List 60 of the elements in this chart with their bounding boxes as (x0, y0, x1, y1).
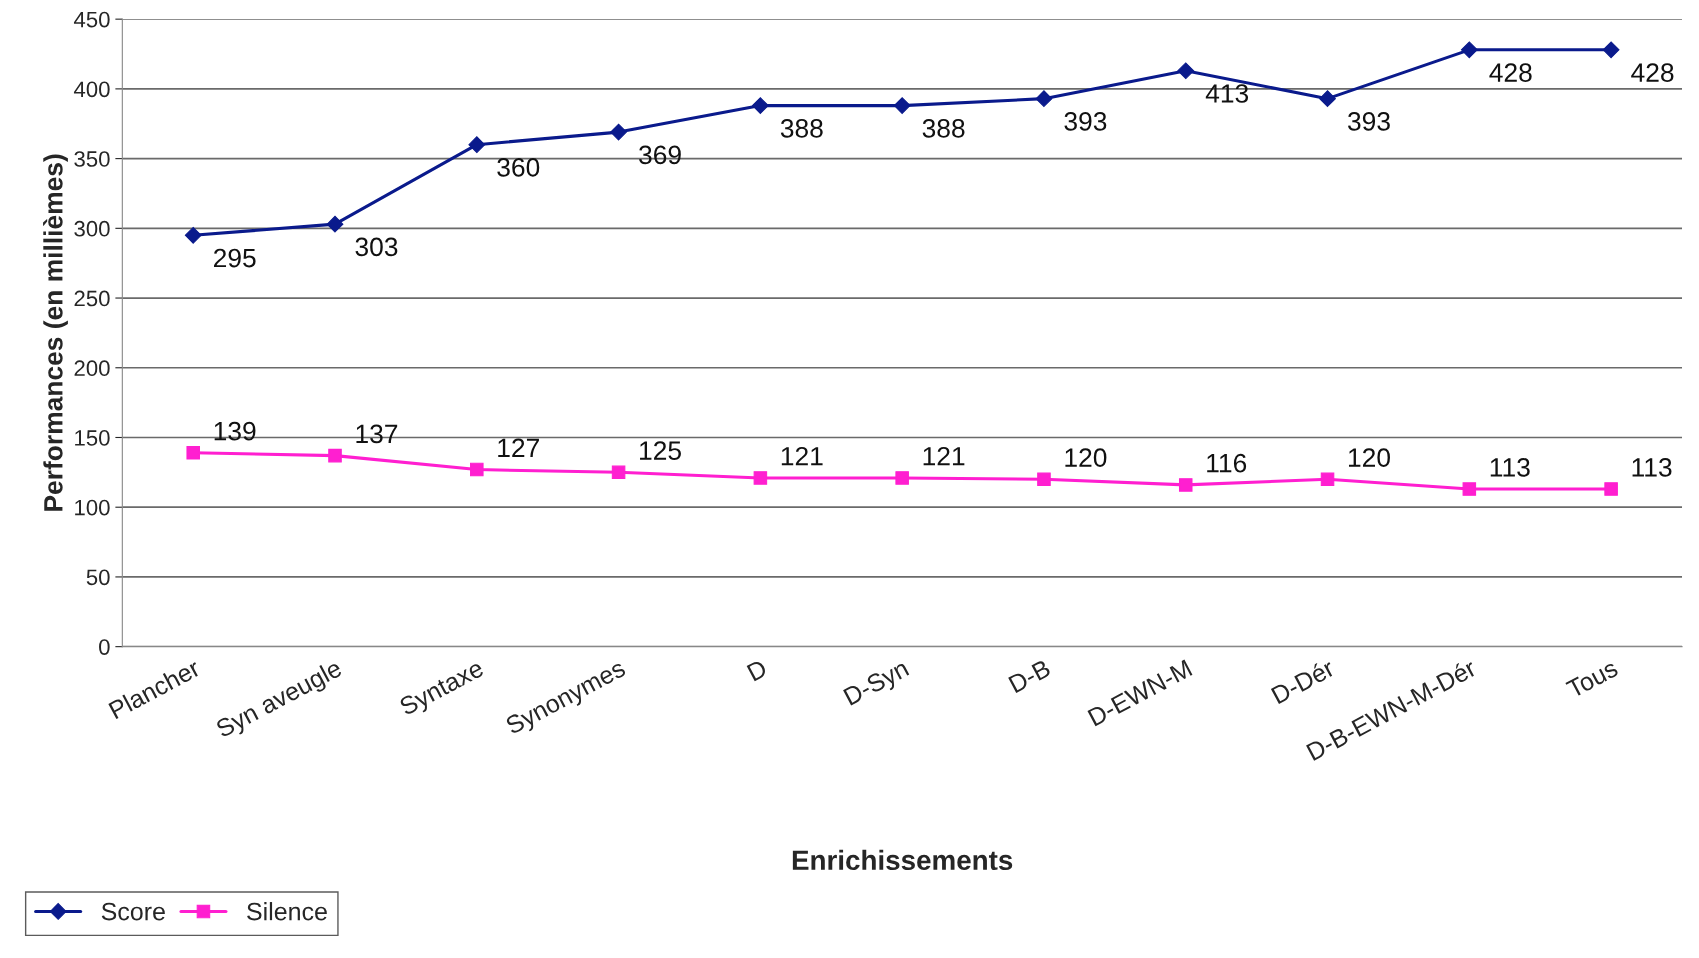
data-label: 393 (1064, 112, 1107, 131)
data-label: 120 (1065, 448, 1107, 467)
point (895, 471, 909, 485)
point (1320, 472, 1335, 487)
data-label: 127 (498, 438, 539, 457)
y-tick-label: 250 (74, 290, 110, 307)
point (1460, 41, 1478, 59)
y-axis-title: Performances (en millièmes) (43, 154, 68, 511)
point (1178, 478, 1193, 492)
data-label: 428 (1631, 63, 1674, 82)
y-tick-label: 350 (74, 151, 110, 167)
legend-label: Score (101, 902, 165, 921)
y-tick-label: 100 (75, 499, 110, 516)
data-label: 125 (640, 441, 681, 460)
data-label: 113 (1490, 458, 1530, 477)
data-label: 139 (214, 421, 256, 441)
point (1177, 62, 1195, 80)
y-tick-label: 50 (86, 569, 110, 586)
point (893, 97, 911, 114)
y-tick-label: 450 (73, 11, 110, 28)
y-tick-label: 0 (99, 639, 110, 655)
x-tick-label: D (746, 659, 768, 682)
legend-label: Silence (247, 902, 327, 921)
point (752, 97, 769, 114)
y-tick-label: 150 (75, 430, 110, 446)
data-label: 303 (355, 237, 398, 257)
point (326, 215, 344, 233)
data-label: 360 (497, 158, 540, 177)
point (610, 123, 627, 141)
point (1035, 90, 1053, 108)
x-axis-title: Enrichissements (792, 849, 1013, 871)
point (611, 465, 626, 480)
point (468, 136, 486, 154)
point (1604, 482, 1618, 496)
point (184, 226, 202, 244)
x-tick-label: D-B (1008, 659, 1052, 694)
y-tick-label: 300 (74, 220, 110, 237)
data-label: 388 (780, 119, 823, 138)
data-label: 121 (923, 446, 965, 466)
data-label: 413 (1205, 84, 1249, 103)
data-label: 116 (1207, 453, 1247, 473)
point (753, 471, 768, 485)
point (1037, 472, 1051, 487)
data-label: 393 (1347, 112, 1390, 131)
point (470, 462, 484, 477)
point (1602, 41, 1620, 59)
data-label: 113 (1632, 458, 1672, 477)
point (1462, 482, 1477, 496)
point (1319, 90, 1336, 108)
point (186, 446, 200, 460)
data-label: 120 (1348, 448, 1390, 467)
y-tick-label: 400 (73, 81, 110, 98)
data-label: 295 (213, 248, 256, 268)
y-tick-label: 200 (74, 360, 110, 377)
point (328, 448, 342, 463)
x-tick-label: D-Syn (842, 659, 912, 710)
data-label: 428 (1489, 63, 1532, 82)
data-label: 388 (922, 119, 965, 138)
x-tick-label: Tous (1565, 658, 1619, 699)
data-label: 121 (781, 446, 823, 466)
